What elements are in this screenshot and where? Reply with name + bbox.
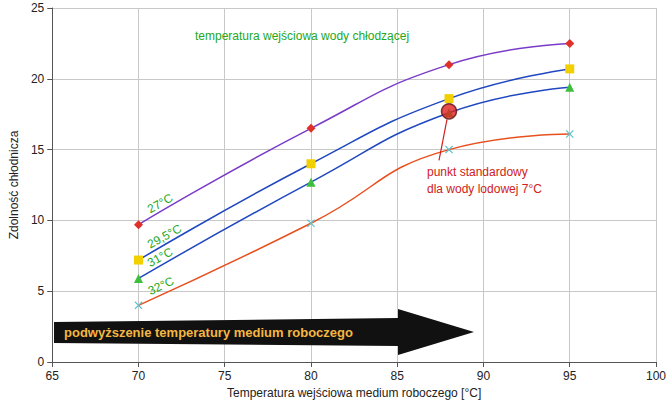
svg-text:65: 65 (46, 369, 60, 383)
svg-text:punkt standardowy: punkt standardowy (427, 165, 528, 179)
svg-text:31°C: 31°C (145, 244, 176, 269)
svg-text:95: 95 (563, 369, 577, 383)
svg-text:0: 0 (38, 355, 45, 369)
svg-text:100: 100 (646, 369, 666, 383)
svg-text:Zdolność chłodnicza: Zdolność chłodnicza (7, 130, 21, 239)
svg-text:29,5°C: 29,5°C (145, 221, 184, 252)
svg-text:5: 5 (38, 284, 45, 298)
svg-text:25: 25 (31, 1, 45, 15)
svg-text:90: 90 (477, 369, 491, 383)
svg-text:75: 75 (218, 369, 232, 383)
svg-text:20: 20 (31, 72, 45, 86)
svg-text:80: 80 (304, 369, 318, 383)
svg-text:temperatura wejściowa wody chł: temperatura wejściowa wody chłodzącej (195, 29, 409, 43)
svg-text:32°C: 32°C (146, 274, 177, 298)
svg-text:15: 15 (31, 143, 45, 157)
svg-text:70: 70 (132, 369, 146, 383)
svg-text:85: 85 (391, 369, 405, 383)
svg-text:dla wody lodowej 7°C: dla wody lodowej 7°C (427, 182, 542, 196)
svg-text:10: 10 (31, 213, 45, 227)
svg-text:podwyższenie temperatury mediu: podwyższenie temperatury medium roboczeg… (64, 325, 353, 340)
svg-text:27°C: 27°C (145, 191, 176, 216)
svg-text:Temperatura wejściowa medium r: Temperatura wejściowa medium roboczego [… (227, 386, 481, 400)
